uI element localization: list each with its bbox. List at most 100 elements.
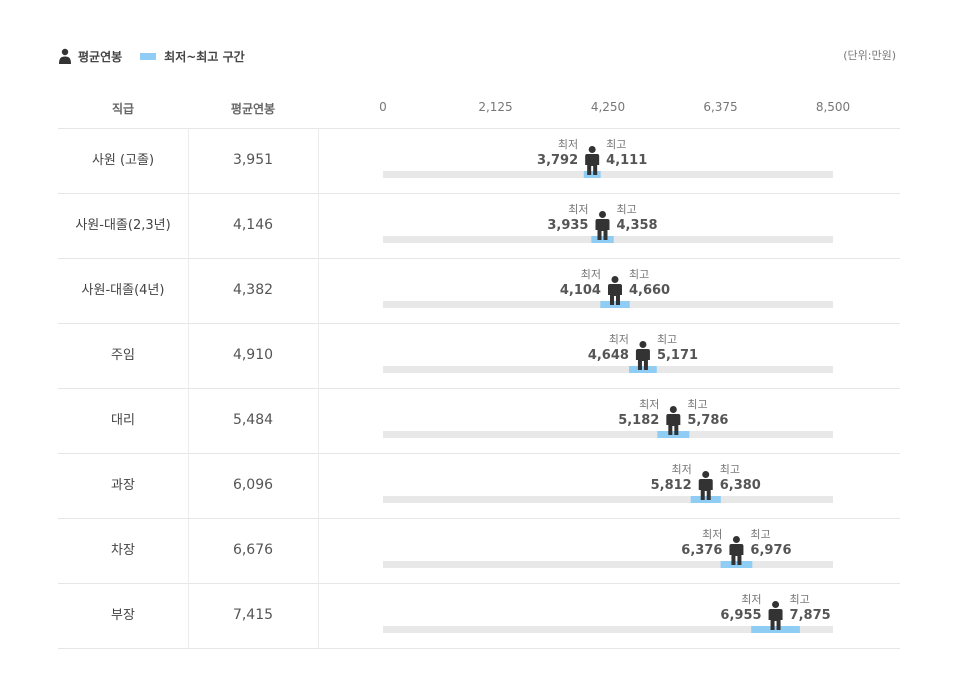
person-head	[588, 146, 596, 153]
grade-cell: 과장	[111, 478, 135, 493]
min-value-label: 5,812	[651, 478, 692, 493]
max-value-label: 4,358	[616, 218, 657, 233]
avg-person-marker	[666, 406, 681, 435]
range-bar	[751, 626, 800, 633]
max-caption: 최고	[687, 398, 707, 411]
row-divider	[58, 648, 900, 649]
grade-cell: 부장	[111, 608, 135, 623]
person-head	[598, 211, 606, 218]
header-grade: 직급	[111, 102, 135, 116]
max-caption: 최고	[606, 138, 626, 151]
row-divider	[58, 518, 900, 519]
person-head	[669, 406, 677, 413]
min-caption: 최저	[741, 593, 761, 606]
track-bar	[383, 366, 833, 373]
person-head	[772, 601, 780, 608]
avg-salary-cell: 3,951	[232, 152, 274, 168]
range-bar	[657, 431, 690, 438]
grade-cell: 사원-대졸(2,3년)	[75, 218, 171, 233]
track-bar	[383, 561, 833, 568]
min-caption: 최저	[568, 203, 588, 216]
range-bar	[720, 561, 753, 568]
person-body	[635, 349, 650, 370]
person-head	[702, 471, 710, 478]
legend-avg-label: 평균연봉	[78, 49, 123, 64]
person-body	[698, 479, 713, 500]
person-body	[595, 219, 610, 240]
avg-person-marker	[595, 211, 610, 240]
track-bar	[383, 496, 833, 503]
avg-salary-cell: 5,484	[232, 412, 274, 428]
person-body	[768, 609, 783, 630]
avg-salary-cell: 4,146	[232, 217, 274, 233]
column-divider	[188, 128, 189, 648]
row-divider	[58, 193, 900, 194]
min-value-label: 3,792	[537, 153, 578, 168]
max-value-label: 4,111	[606, 153, 647, 168]
max-value-label: 7,875	[790, 608, 831, 623]
range-bar	[600, 301, 630, 308]
range-bar	[629, 366, 657, 373]
max-caption: 최고	[720, 463, 740, 476]
range-bar	[591, 236, 614, 243]
max-value-label: 6,380	[720, 478, 761, 493]
avg-person-marker	[585, 146, 600, 175]
row-divider	[58, 323, 900, 324]
min-value-label: 4,104	[560, 283, 601, 298]
person-head	[611, 276, 619, 283]
x-tick-label: 6,375	[703, 100, 738, 114]
max-value-label: 6,976	[750, 543, 791, 558]
grade-cell: 주임	[111, 348, 135, 363]
range-bar	[690, 496, 721, 503]
max-caption: 최고	[616, 203, 636, 216]
row-divider	[58, 128, 900, 129]
track-bar	[383, 626, 833, 633]
avg-person-marker	[635, 341, 650, 370]
min-value-label: 6,955	[720, 608, 761, 623]
grade-cell: 사원-대졸(4년)	[81, 283, 165, 298]
person-body	[585, 154, 600, 175]
range-bar	[583, 171, 601, 178]
person-body	[607, 284, 622, 305]
avg-salary-cell: 6,676	[232, 542, 274, 558]
person-body	[729, 544, 744, 565]
min-caption: 최저	[558, 138, 578, 151]
x-tick-label: 2,125	[478, 100, 513, 114]
min-caption: 최저	[639, 398, 659, 411]
column-divider	[318, 128, 319, 648]
avg-salary-cell: 6,096	[232, 477, 274, 493]
grade-cell: 대리	[111, 413, 135, 428]
min-caption: 최저	[671, 463, 691, 476]
row-divider	[58, 258, 900, 259]
unit-label: (단위:만원)	[843, 49, 896, 62]
max-caption: 최고	[790, 593, 810, 606]
row-divider	[58, 583, 900, 584]
legend-range-label: 최저~최고 구간	[164, 49, 245, 64]
avg-salary-cell: 7,415	[232, 607, 274, 623]
avg-person-marker	[698, 471, 713, 500]
min-caption: 최저	[702, 528, 722, 541]
max-caption: 최고	[657, 333, 677, 346]
header-avg-salary: 평균연봉	[230, 102, 276, 116]
legend-range-swatch	[140, 52, 157, 60]
avg-person-marker	[607, 276, 622, 305]
max-value-label: 4,660	[629, 283, 670, 298]
avg-person-marker	[729, 536, 744, 565]
person-head	[732, 536, 740, 543]
max-caption: 최고	[629, 268, 649, 281]
x-tick-label: 0	[379, 100, 387, 114]
avg-salary-cell: 4,910	[232, 347, 274, 363]
legend: 평균연봉 최저~최고 구간	[58, 46, 245, 66]
grade-cell: 차장	[111, 543, 135, 558]
x-tick-label: 8,500	[815, 100, 851, 114]
avg-salary-cell: 4,382	[232, 282, 274, 298]
max-value-label: 5,786	[687, 413, 728, 428]
row-divider	[58, 453, 900, 454]
min-caption: 최저	[609, 333, 629, 346]
person-head	[639, 341, 647, 348]
min-value-label: 5,182	[618, 413, 659, 428]
person-icon	[59, 48, 71, 64]
row-divider	[58, 388, 900, 389]
min-value-label: 6,376	[681, 543, 722, 558]
